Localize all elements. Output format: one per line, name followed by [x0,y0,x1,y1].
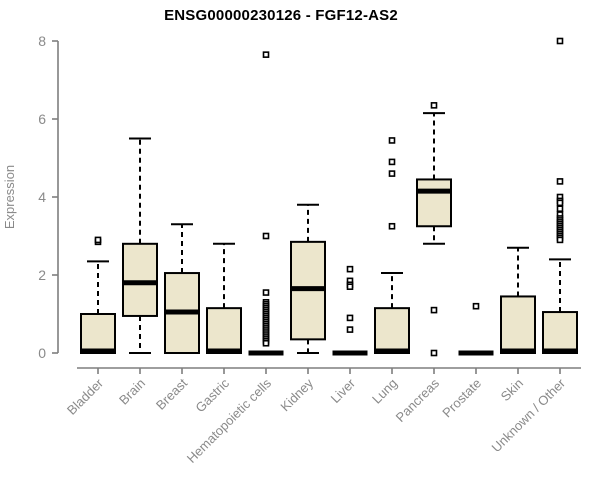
outlier-point [262,51,270,58]
box-kidney [290,203,326,354]
box-brain [122,137,158,354]
box-unknown-other [542,37,578,354]
outlier-point [430,306,438,314]
outlier-point [556,199,564,207]
box-skin [500,246,536,355]
outlier-point [262,232,270,240]
outlier-point [346,314,354,322]
box-pancreas [416,102,452,357]
x-category-label: Bladder [64,375,107,418]
chart-title: ENSG00000230126 - FGF12-AS2 [164,7,398,24]
outlier-point [472,302,480,310]
x-category-label: Kidney [277,375,316,414]
box-liver [332,265,368,356]
outlier-point [262,289,270,296]
outlier-point [94,236,102,244]
x-category-label: Lung [369,376,400,407]
iqr-box [500,295,536,355]
outlier-point [556,178,564,185]
box-bladder [80,236,116,354]
y-tick-label: 8 [38,33,46,49]
x-category-label: Skin [498,376,526,404]
x-category-label: Breast [153,375,190,412]
x-category-label: Unknown / Other [489,375,569,455]
y-tick-label: 0 [38,345,46,361]
outlier-point [346,326,354,333]
iqr-box [206,307,242,354]
outlier-point [556,205,564,212]
outlier-point [388,170,396,177]
outlier-point [556,236,564,244]
iqr-box [122,242,158,317]
y-tick-label: 2 [38,267,46,283]
y-tick-label: 6 [38,111,46,127]
outlier-point [388,137,396,144]
x-category-label: Pancreas [393,375,443,425]
box-gastric [206,242,242,354]
outlier-point [388,158,396,166]
outlier-point [262,339,270,347]
iqr-box [542,311,578,354]
outlier-point [388,222,396,230]
box-hematopoietic-cells [248,51,284,356]
box-breast [164,223,200,354]
x-category-label: Gastric [192,375,232,415]
outlier-point [556,37,564,45]
outlier-point [430,102,438,109]
box-lung [374,137,410,354]
outlier-point [346,265,354,273]
x-category-label: Brain [116,376,148,408]
iqr-box [416,178,452,228]
outlier-point [430,349,438,357]
y-axis-title: Expression [2,165,17,229]
outlier-point [346,283,354,291]
x-category-label: Prostate [439,376,484,421]
box-prostate [458,302,494,356]
iqr-box [80,313,116,354]
iqr-box [374,307,410,354]
x-category-label: Liver [328,375,359,406]
y-tick-label: 4 [38,189,46,205]
